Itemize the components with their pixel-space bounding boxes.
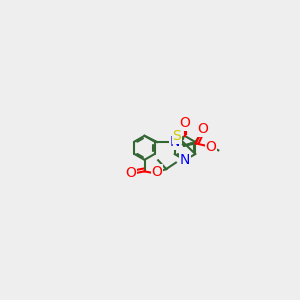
Text: N: N [180,153,190,167]
Text: S: S [172,129,181,143]
Text: N: N [169,135,180,149]
Text: O: O [125,166,136,180]
Text: O: O [179,116,191,130]
Text: O: O [206,140,217,154]
Text: O: O [197,122,208,136]
Text: O: O [152,165,162,179]
